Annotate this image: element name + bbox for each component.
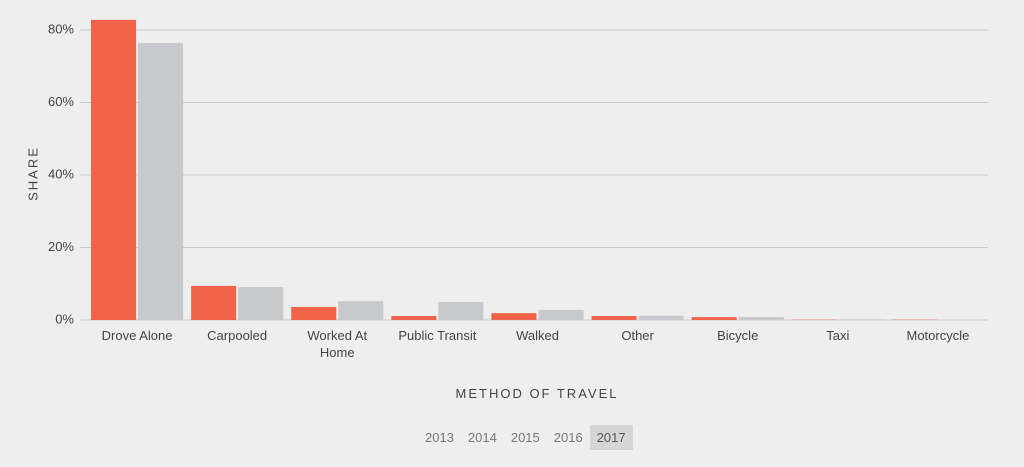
y-tick-label: 0% xyxy=(55,311,74,326)
bar xyxy=(538,309,584,320)
bar xyxy=(291,306,337,320)
year-button[interactable]: 2014 xyxy=(467,430,497,445)
x-tick-label: Public Transit xyxy=(398,328,477,343)
x-tick-label: Taxi xyxy=(826,328,850,343)
bar xyxy=(138,43,184,321)
bar xyxy=(91,19,137,320)
year-button[interactable]: 2015 xyxy=(510,430,540,445)
x-tick-label: Walked xyxy=(516,328,559,343)
x-tick-label: Carpooled xyxy=(207,328,268,343)
x-tick-label: Bicycle xyxy=(717,328,759,343)
y-tick-label: 80% xyxy=(48,21,74,36)
year-button[interactable]: 2016 xyxy=(553,430,583,445)
bar xyxy=(738,317,784,320)
bar xyxy=(838,319,884,320)
year-button[interactable]: 2017 xyxy=(589,425,633,450)
bar xyxy=(438,301,484,320)
x-tick-label: Other xyxy=(621,328,654,343)
y-axis-title: SHARE xyxy=(25,146,41,201)
y-tick-label: 60% xyxy=(48,94,74,109)
bar xyxy=(238,287,284,320)
x-tick-label: Drove Alone xyxy=(101,328,173,343)
bar xyxy=(638,315,684,320)
bar xyxy=(591,316,637,320)
y-tick-label: 20% xyxy=(48,239,74,254)
x-axis-title: METHOD OF TRAVEL xyxy=(455,386,619,401)
bar xyxy=(391,316,437,320)
y-tick-label: 40% xyxy=(48,166,74,181)
year-selector: 2013 2014 2015 2016 2017 xyxy=(418,425,633,450)
bar xyxy=(691,317,737,320)
bar xyxy=(491,313,537,320)
bar xyxy=(338,301,384,320)
year-button[interactable]: 2013 xyxy=(425,430,454,445)
x-tick-label: Worked At Home xyxy=(307,328,368,360)
x-tick-label: Motorcycle xyxy=(906,328,970,343)
bar xyxy=(191,285,237,320)
